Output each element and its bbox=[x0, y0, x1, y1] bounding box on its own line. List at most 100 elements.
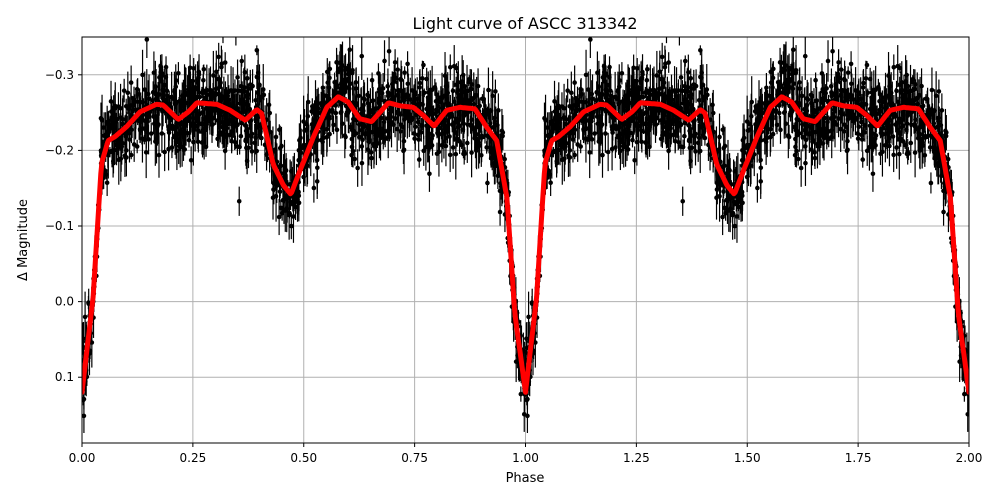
data-point bbox=[387, 112, 392, 117]
data-point bbox=[124, 148, 129, 153]
data-point bbox=[943, 129, 948, 134]
data-point bbox=[799, 166, 804, 171]
data-point bbox=[204, 122, 209, 127]
data-point bbox=[229, 129, 234, 134]
data-point bbox=[248, 107, 253, 112]
data-point bbox=[592, 131, 597, 136]
data-point bbox=[297, 148, 302, 153]
data-point bbox=[339, 110, 344, 115]
data-point bbox=[314, 109, 319, 114]
data-point bbox=[615, 96, 620, 101]
data-point bbox=[812, 108, 817, 113]
data-point bbox=[146, 92, 151, 97]
data-point bbox=[826, 59, 831, 64]
data-point bbox=[395, 67, 400, 72]
data-point bbox=[157, 153, 162, 158]
data-point bbox=[162, 150, 167, 155]
data-point bbox=[360, 138, 365, 143]
data-point bbox=[899, 125, 904, 130]
data-point bbox=[129, 127, 134, 132]
data-point bbox=[321, 135, 326, 140]
data-point bbox=[282, 164, 287, 169]
data-point bbox=[386, 128, 391, 133]
data-point bbox=[940, 108, 945, 113]
data-point bbox=[915, 102, 920, 107]
data-point bbox=[395, 127, 400, 132]
data-point bbox=[759, 165, 764, 170]
data-point bbox=[352, 157, 357, 162]
data-point bbox=[343, 135, 348, 140]
data-point bbox=[600, 153, 605, 158]
data-point bbox=[305, 163, 310, 168]
data-point bbox=[200, 90, 205, 95]
data-point bbox=[941, 210, 946, 215]
data-point bbox=[525, 414, 530, 419]
data-point bbox=[394, 76, 399, 81]
data-point bbox=[455, 138, 460, 143]
data-point bbox=[702, 129, 707, 134]
data-point bbox=[242, 85, 247, 90]
data-point bbox=[500, 129, 505, 134]
data-point bbox=[680, 199, 685, 204]
data-point bbox=[496, 174, 501, 179]
data-point bbox=[393, 60, 398, 65]
data-point bbox=[679, 75, 684, 80]
data-point bbox=[861, 85, 866, 90]
data-point bbox=[210, 90, 215, 95]
data-point bbox=[937, 89, 942, 94]
data-point bbox=[398, 122, 403, 127]
data-point bbox=[402, 139, 407, 144]
data-point bbox=[361, 96, 366, 101]
data-point bbox=[360, 161, 365, 166]
data-point bbox=[433, 85, 438, 90]
data-point bbox=[803, 144, 808, 149]
data-point bbox=[112, 118, 117, 123]
data-point bbox=[219, 65, 224, 70]
data-point bbox=[274, 135, 279, 140]
data-point bbox=[387, 49, 392, 54]
data-point bbox=[804, 138, 809, 143]
data-point bbox=[171, 96, 176, 101]
data-point bbox=[749, 163, 754, 168]
data-point bbox=[574, 108, 579, 113]
data-point bbox=[186, 87, 191, 92]
data-point bbox=[240, 106, 245, 111]
data-point bbox=[142, 87, 147, 92]
data-point bbox=[225, 122, 230, 127]
data-point bbox=[217, 130, 222, 135]
data-point bbox=[253, 98, 258, 103]
data-point bbox=[930, 88, 935, 93]
data-point bbox=[886, 73, 891, 78]
data-point bbox=[454, 152, 459, 157]
data-point bbox=[104, 133, 109, 138]
data-point bbox=[425, 134, 430, 139]
data-point bbox=[427, 171, 432, 176]
data-point bbox=[568, 148, 573, 153]
data-point bbox=[635, 140, 640, 145]
data-point bbox=[908, 141, 913, 146]
data-point bbox=[189, 158, 194, 163]
data-point bbox=[315, 165, 320, 170]
data-point bbox=[197, 70, 202, 75]
data-point bbox=[282, 198, 287, 203]
data-point bbox=[256, 125, 261, 130]
data-point bbox=[113, 106, 118, 111]
data-point bbox=[715, 180, 720, 185]
data-point bbox=[380, 131, 385, 136]
data-point bbox=[928, 145, 933, 150]
data-point bbox=[897, 152, 902, 157]
data-point bbox=[144, 150, 149, 155]
data-point bbox=[405, 109, 410, 114]
data-point bbox=[350, 128, 355, 133]
data-point bbox=[434, 99, 439, 104]
data-point bbox=[904, 90, 909, 95]
data-point bbox=[154, 96, 159, 101]
data-point bbox=[498, 210, 503, 215]
data-point bbox=[838, 127, 843, 132]
data-point bbox=[346, 72, 351, 77]
data-point bbox=[894, 145, 899, 150]
data-point bbox=[355, 166, 360, 171]
data-point bbox=[146, 137, 151, 142]
data-point bbox=[831, 112, 836, 117]
data-point bbox=[903, 143, 908, 148]
